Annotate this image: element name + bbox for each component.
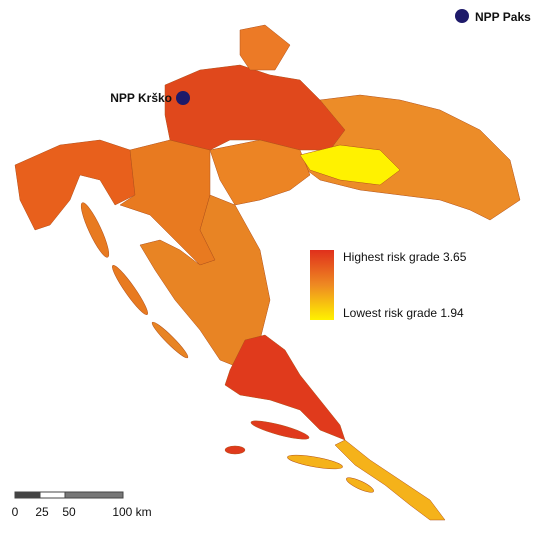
region (334, 439, 446, 521)
region (14, 139, 136, 231)
island (224, 445, 246, 455)
region (139, 194, 271, 371)
plant-label: NPP Krško (110, 91, 172, 105)
legend-high: Highest risk grade 3.65 (343, 250, 467, 264)
scale-segment (14, 491, 41, 499)
region (239, 24, 291, 71)
legend-low: Lowest risk grade 1.94 (343, 306, 464, 320)
legend-gradient (310, 250, 334, 320)
scale-label: 100 km (112, 505, 151, 519)
scale-label: 25 (35, 505, 49, 519)
scale-label: 50 (62, 505, 76, 519)
scale-segment (39, 491, 66, 499)
plant-marker (455, 9, 469, 23)
island (250, 420, 310, 440)
region (164, 64, 346, 151)
regions (14, 24, 521, 521)
scale-segment (64, 491, 124, 499)
island (80, 202, 110, 258)
region (299, 144, 401, 186)
region (209, 139, 311, 206)
plant-label: NPP Paks (475, 10, 531, 24)
island (346, 477, 374, 493)
scale-label: 0 (12, 505, 19, 519)
island (287, 454, 343, 470)
scale-bar: 0 25 50 100 km (12, 491, 152, 519)
island (112, 265, 148, 315)
plant-marker (176, 91, 190, 105)
island (151, 321, 189, 359)
region (224, 334, 346, 441)
